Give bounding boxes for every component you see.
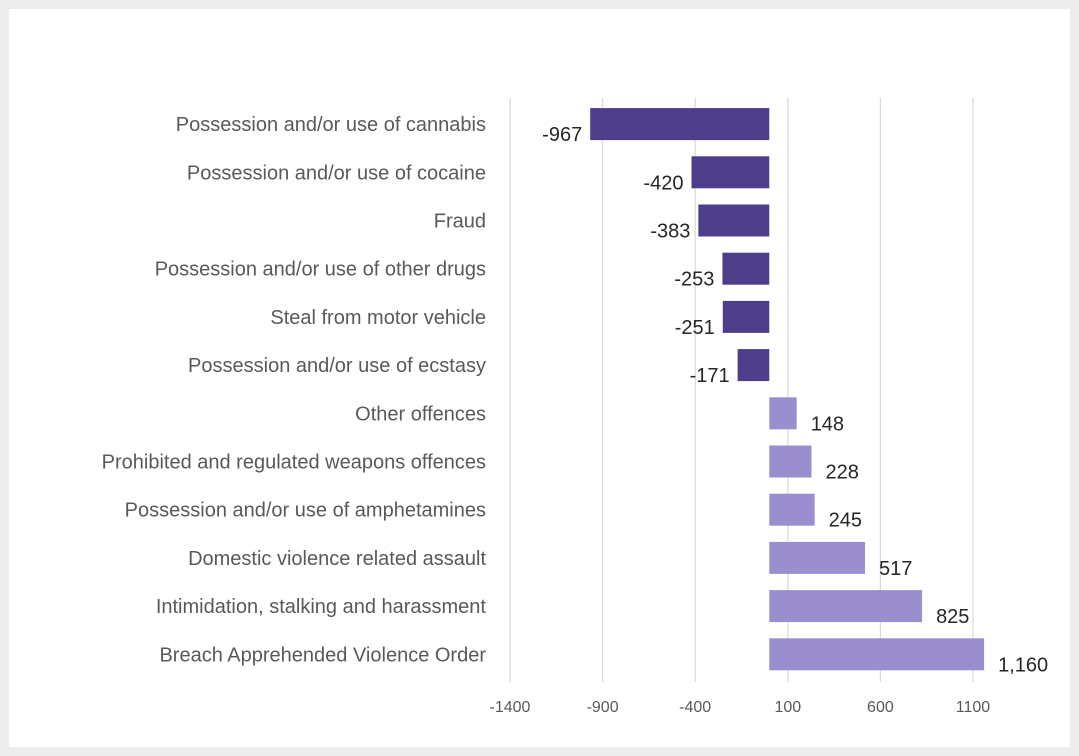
category-label: Fraud	[434, 211, 486, 233]
bar	[722, 300, 770, 333]
category-label: Possession and/or use of cannabis	[176, 114, 486, 136]
bar	[691, 156, 770, 189]
data-label: 148	[811, 413, 844, 435]
category-label: Possession and/or use of amphetamines	[125, 500, 486, 522]
bar	[769, 638, 985, 671]
category-label: Other offences	[355, 403, 486, 425]
bar	[769, 590, 923, 623]
data-label: -253	[674, 269, 714, 291]
bar	[722, 252, 770, 285]
bar	[737, 349, 770, 382]
bar	[698, 204, 770, 237]
data-label: 517	[879, 558, 912, 580]
data-label: 245	[829, 510, 862, 532]
data-label: -251	[675, 317, 715, 339]
data-label: 825	[936, 606, 969, 628]
data-label: 228	[826, 462, 859, 484]
bar	[769, 397, 797, 430]
x-tick-label: 100	[774, 699, 801, 716]
data-label: 1,160	[998, 654, 1048, 676]
bar	[590, 108, 770, 141]
x-tick-label: 600	[867, 699, 894, 716]
x-tick-label: 1100	[956, 699, 991, 716]
data-label: -420	[643, 172, 683, 194]
bar	[769, 541, 866, 574]
bar	[769, 445, 812, 478]
category-label: Intimidation, stalking and harassment	[156, 596, 487, 618]
bar	[769, 493, 815, 526]
x-tick-label: -900	[587, 699, 619, 716]
category-label: Domestic violence related assault	[188, 548, 486, 570]
category-label: Possession and/or use of ecstasy	[188, 355, 486, 377]
category-label: Possession and/or use of cocaine	[187, 162, 486, 184]
category-label: Possession and/or use of other drugs	[155, 259, 486, 281]
data-label: -383	[650, 221, 690, 243]
chart-panel: -1400 -900 -400 100 600 1100 Possession and/or…	[9, 9, 1070, 747]
x-tick-label: -400	[679, 699, 711, 716]
category-label: Breach Apprehended Violence Order	[159, 644, 486, 666]
data-label: -967	[542, 124, 582, 146]
category-label: Prohibited and regulated weapons offence…	[102, 452, 486, 474]
data-label: -171	[690, 365, 730, 387]
category-label: Steal from motor vehicle	[270, 307, 486, 329]
x-tick-label: -1400	[490, 699, 531, 716]
bar-chart: -1400 -900 -400 100 600 1100 Possession and/or…	[102, 98, 1048, 716]
